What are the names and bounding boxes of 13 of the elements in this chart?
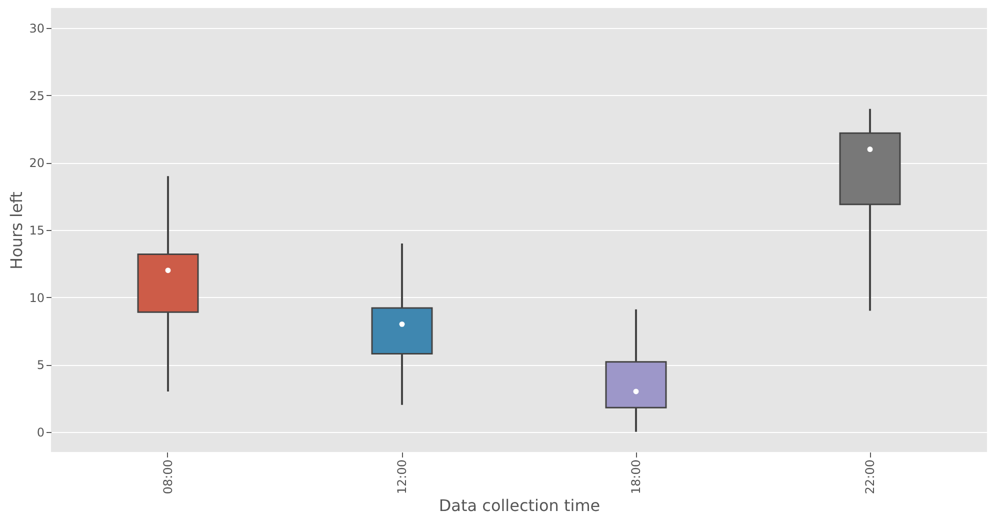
y-tick-label: 25: [29, 88, 44, 103]
y-tick-label: 0: [36, 425, 44, 440]
x-tick-label: 22:00: [863, 460, 877, 494]
x-tick-label: 18:00: [629, 460, 643, 494]
y-tick-label: 5: [36, 358, 44, 372]
y-tick-label: 15: [29, 224, 44, 238]
y-axis-title: Hours left: [7, 192, 26, 270]
y-tick-label: 10: [29, 290, 44, 305]
y-tick-label: 30: [29, 22, 44, 36]
x-tick-label: 12:00: [395, 460, 409, 494]
x-tick-label: 08:00: [161, 460, 175, 494]
x-axis-title: Data collection time: [438, 496, 600, 516]
y-tick-label: 20: [29, 156, 44, 170]
